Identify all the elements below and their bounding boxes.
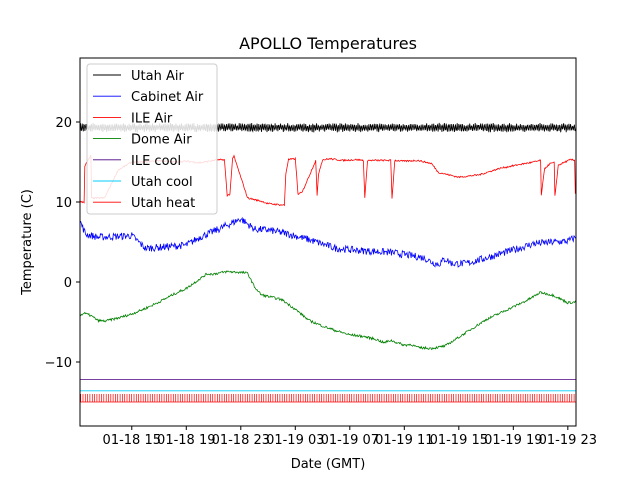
legend-label-utah-cool: Utah cool [131, 175, 193, 190]
x-tick-label: 01-19 03 [266, 433, 324, 448]
y-tick-label: −10 [45, 356, 72, 371]
y-tick-label: 10 [55, 196, 72, 211]
legend-label-dome-air: Dome Air [131, 133, 192, 148]
legend-label-ile-cool: ILE cool [131, 154, 181, 169]
series-pulses-utah-heat [80, 394, 576, 403]
series-line-utah-heat [80, 394, 575, 402]
axes-frame [79, 57, 577, 427]
y-axis-label: Temperature (C) [20, 189, 35, 296]
x-tick-label: 01-18 15 [103, 433, 161, 448]
legend-label-ile-air: ILE Air [131, 111, 173, 126]
legend-label-cabinet-air: Cabinet Air [131, 90, 204, 105]
legend-label-utah-air: Utah Air [131, 69, 184, 84]
y-tick-label: 0 [64, 276, 72, 291]
series-line-dome-air [80, 270, 576, 351]
x-tick-label: 01-18 23 [212, 433, 270, 448]
x-tick-label: 01-19 07 [321, 433, 379, 448]
series-line-cabinet-air [80, 216, 576, 268]
x-tick-label: 01-19 19 [484, 433, 542, 448]
x-tick-label: 01-19 15 [430, 433, 488, 448]
x-tick-label: 01-19 23 [539, 433, 597, 448]
legend: Utah Air Cabinet Air ILE Air Dome Air ILE co… [86, 63, 218, 215]
x-tick-label: 01-18 19 [157, 433, 215, 448]
y-tick-label: 20 [55, 116, 72, 131]
chart-title: APOLLO Temperatures [239, 34, 417, 53]
x-axis-label: Date (GMT) [291, 457, 366, 472]
x-tick-label: 01-19 11 [375, 433, 433, 448]
legend-box [86, 63, 218, 215]
legend-label-utah-heat: Utah heat [131, 196, 195, 211]
